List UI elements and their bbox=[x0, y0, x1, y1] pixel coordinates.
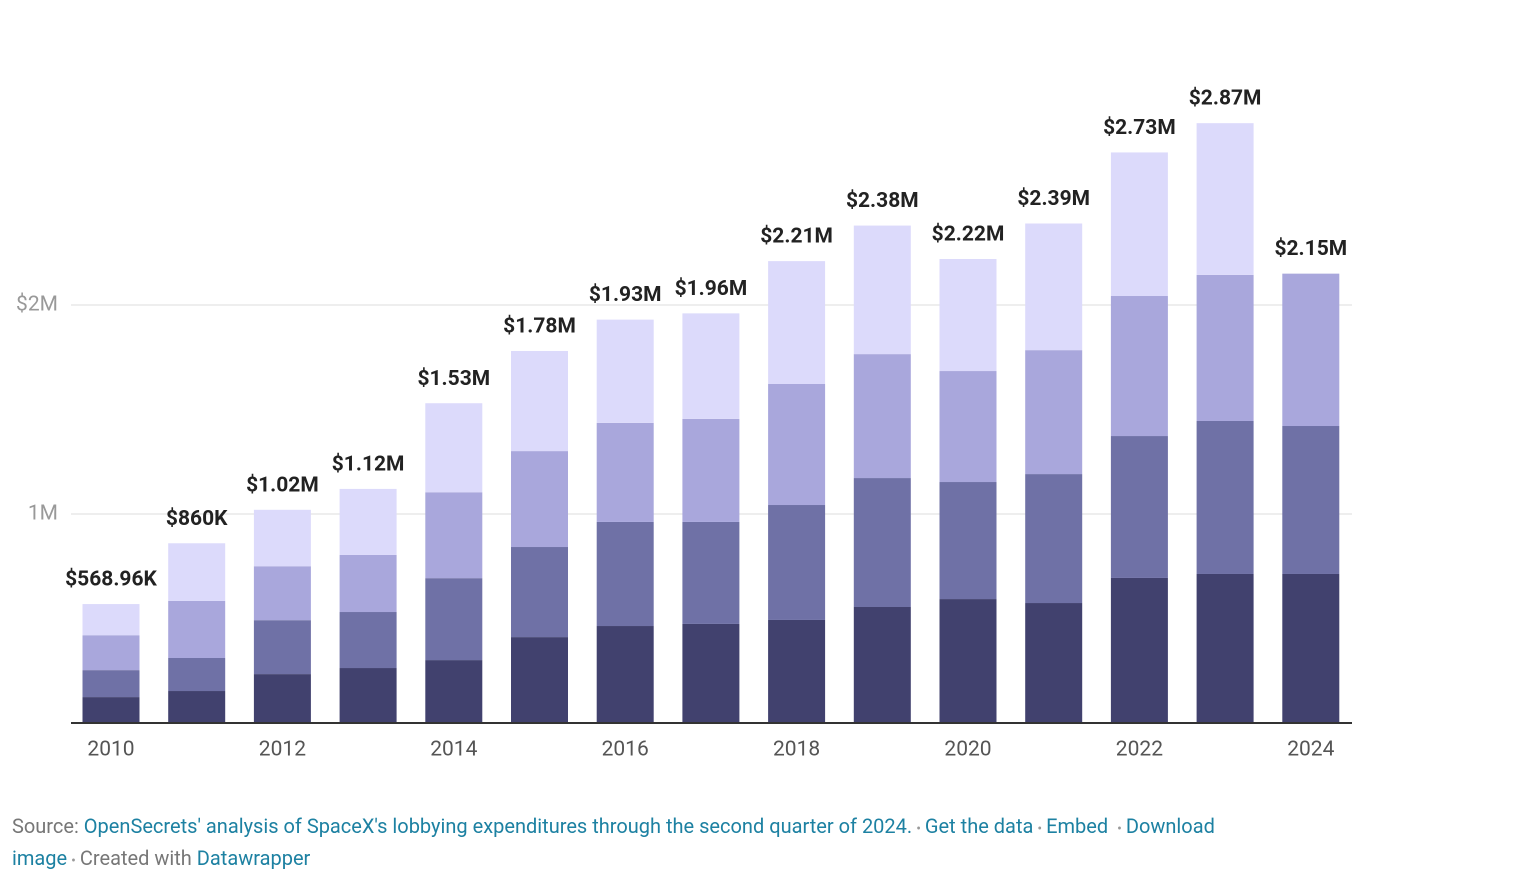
download-link[interactable]: Download image bbox=[12, 814, 1215, 870]
total-label: $2.15M bbox=[1274, 237, 1347, 261]
total-label: $1.78M bbox=[503, 315, 576, 339]
created-with: Created with bbox=[79, 846, 192, 870]
separator: • bbox=[1037, 821, 1043, 837]
bar-segment bbox=[253, 620, 311, 675]
footer: Source: OpenSecrets' analysis of SpaceX'… bbox=[12, 812, 1357, 876]
bar-segment bbox=[682, 623, 740, 723]
separator: • bbox=[71, 853, 76, 869]
bar-segment bbox=[511, 637, 568, 723]
bar-segment bbox=[1025, 603, 1083, 723]
bar-segment bbox=[1196, 420, 1254, 574]
separator: • bbox=[916, 821, 921, 837]
bar-segment bbox=[511, 350, 568, 452]
bar-segment bbox=[168, 543, 226, 601]
bar-segment bbox=[768, 384, 826, 506]
bar-segment bbox=[82, 697, 140, 723]
x-tick-label: 2024 bbox=[1287, 738, 1334, 762]
bar-segment bbox=[82, 635, 140, 671]
bar-segment bbox=[853, 354, 911, 479]
bar-segment bbox=[1196, 123, 1254, 275]
y-tick-label: 1M bbox=[28, 502, 58, 526]
x-tick-label: 2016 bbox=[602, 738, 649, 762]
x-tick-label: 2014 bbox=[430, 738, 477, 762]
bar-segment bbox=[511, 451, 568, 548]
total-label: $1.53M bbox=[417, 367, 490, 391]
total-label: $860K bbox=[166, 507, 228, 531]
total-label: $2.38M bbox=[846, 189, 919, 213]
bar-segment bbox=[425, 403, 483, 493]
bar-segment bbox=[1025, 350, 1083, 475]
get-data-link[interactable]: Get the data bbox=[924, 814, 1034, 838]
bar-segment bbox=[168, 691, 226, 723]
bar-segment bbox=[596, 626, 654, 723]
bar-segment bbox=[939, 371, 997, 483]
bar-segment bbox=[1196, 573, 1254, 723]
bar-segment bbox=[768, 505, 826, 620]
bar-segment bbox=[425, 492, 483, 579]
bar-segment bbox=[168, 658, 226, 692]
bar-segment bbox=[1025, 223, 1083, 351]
total-label: $568.96K bbox=[65, 568, 157, 592]
bar-segment bbox=[1110, 577, 1168, 723]
bar-segment bbox=[682, 521, 740, 624]
bar-segment bbox=[1025, 474, 1083, 604]
bar-segment bbox=[1282, 273, 1340, 427]
bar-segment bbox=[853, 478, 911, 608]
total-label: $1.96M bbox=[675, 277, 748, 301]
total-label: $2.22M bbox=[932, 223, 1005, 247]
bar-segment bbox=[82, 604, 140, 636]
bar-segment bbox=[596, 521, 654, 627]
bar-segment bbox=[253, 509, 311, 567]
total-label: $2.21M bbox=[760, 225, 833, 249]
bar-segment bbox=[1110, 152, 1168, 297]
source-link[interactable]: OpenSecrets' analysis of SpaceX's lobbyi… bbox=[83, 814, 913, 838]
chart: 1M $2M $568.96K 2010 $860K $1.02M 2012 $1.12M $1… bbox=[16, 87, 1352, 762]
bar-segment bbox=[853, 225, 911, 355]
separator: • bbox=[1117, 821, 1122, 837]
embed-link[interactable]: Embed bbox=[1046, 814, 1109, 838]
bar-segment bbox=[339, 668, 397, 723]
x-tick-label: 2022 bbox=[1116, 738, 1163, 762]
bar-segment bbox=[339, 488, 397, 555]
bar-segment bbox=[939, 599, 997, 723]
datawrapper-link[interactable]: Datawrapper bbox=[196, 846, 311, 870]
bar-segment bbox=[339, 612, 397, 669]
x-tick-label: 2020 bbox=[944, 738, 991, 762]
bar-segment bbox=[425, 578, 483, 661]
bar-segment bbox=[939, 482, 997, 600]
bar-segment bbox=[1110, 436, 1168, 578]
x-tick-label: 2018 bbox=[773, 738, 820, 762]
bar-segment bbox=[425, 660, 483, 723]
total-label: $1.12M bbox=[332, 452, 405, 476]
bar-segment bbox=[596, 422, 654, 522]
total-label: $2.73M bbox=[1103, 116, 1176, 140]
bar-segment bbox=[511, 547, 568, 638]
bar-segment bbox=[82, 670, 140, 698]
bar-segment bbox=[253, 566, 311, 621]
bar-segment bbox=[253, 674, 311, 723]
bar-segment bbox=[682, 418, 740, 522]
bar-segment bbox=[1110, 296, 1168, 437]
y-tick-label: $2M bbox=[16, 293, 58, 317]
bar-segment bbox=[1282, 426, 1340, 574]
bar-segment bbox=[682, 313, 740, 419]
total-label: $2.87M bbox=[1189, 87, 1262, 111]
bar-segment bbox=[339, 554, 397, 613]
bar-segment bbox=[596, 319, 654, 423]
total-label: $1.02M bbox=[246, 473, 319, 497]
bar-segment bbox=[939, 259, 997, 372]
x-tick-label: 2012 bbox=[259, 738, 306, 762]
total-label: $1.93M bbox=[589, 283, 662, 307]
bar-segment bbox=[1196, 274, 1254, 421]
bar-segment bbox=[1282, 573, 1340, 723]
bar-segment bbox=[768, 619, 826, 723]
bar-segment bbox=[853, 607, 911, 723]
source-label: Source: bbox=[12, 814, 79, 838]
total-label: $2.39M bbox=[1017, 187, 1090, 211]
x-tick-label: 2010 bbox=[87, 738, 134, 762]
bar-segment bbox=[768, 261, 826, 385]
bar-segment bbox=[168, 600, 226, 659]
